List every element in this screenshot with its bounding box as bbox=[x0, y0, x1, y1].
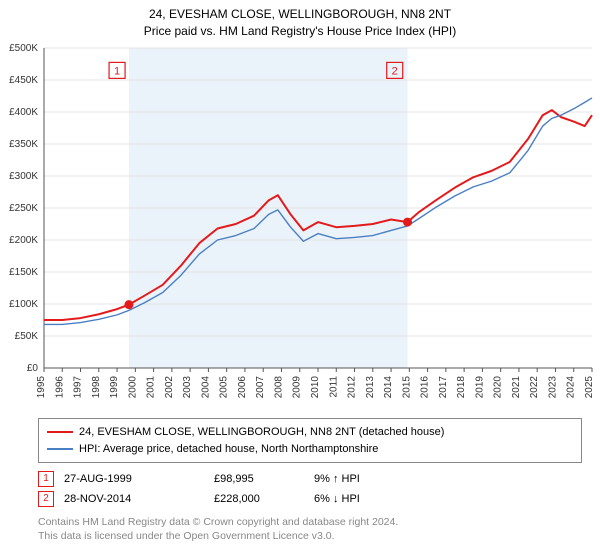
sale-row-2: 2 28-NOV-2014 £228,000 6% ↓ HPI bbox=[38, 489, 582, 509]
svg-text:1998: 1998 bbox=[91, 376, 102, 399]
svg-text:2019: 2019 bbox=[474, 376, 485, 399]
svg-text:2000: 2000 bbox=[127, 376, 138, 399]
sale-date-2: 28-NOV-2014 bbox=[64, 493, 214, 505]
svg-text:2008: 2008 bbox=[273, 376, 284, 399]
licence-text: Contains HM Land Registry data © Crown c… bbox=[38, 515, 582, 543]
title-line-2: Price paid vs. HM Land Registry's House … bbox=[0, 23, 600, 40]
svg-text:2023: 2023 bbox=[547, 376, 558, 399]
svg-text:2001: 2001 bbox=[146, 376, 157, 399]
svg-text:2024: 2024 bbox=[566, 376, 577, 399]
svg-text:2021: 2021 bbox=[511, 376, 522, 399]
svg-text:2012: 2012 bbox=[347, 376, 358, 399]
svg-text:2002: 2002 bbox=[164, 376, 175, 399]
legend-row-1: 24, EVESHAM CLOSE, WELLINGBOROUGH, NN8 2… bbox=[47, 424, 573, 441]
svg-text:2017: 2017 bbox=[438, 376, 449, 399]
svg-text:2007: 2007 bbox=[255, 376, 266, 399]
svg-text:£100K: £100K bbox=[9, 299, 38, 310]
svg-text:2: 2 bbox=[392, 65, 398, 77]
svg-text:1999: 1999 bbox=[109, 376, 120, 399]
legend-row-2: HPI: Average price, detached house, Nort… bbox=[47, 441, 573, 458]
footer-block: 24, EVESHAM CLOSE, WELLINGBOROUGH, NN8 2… bbox=[38, 418, 582, 543]
svg-text:2025: 2025 bbox=[584, 376, 595, 399]
svg-text:£300K: £300K bbox=[9, 171, 38, 182]
svg-text:2016: 2016 bbox=[420, 376, 431, 399]
svg-text:£0: £0 bbox=[27, 363, 39, 374]
legend-box: 24, EVESHAM CLOSE, WELLINGBOROUGH, NN8 2… bbox=[38, 418, 582, 463]
svg-text:£450K: £450K bbox=[9, 75, 38, 86]
svg-text:2006: 2006 bbox=[237, 376, 248, 399]
sale-marker-1: 1 bbox=[38, 471, 54, 487]
chart-title: 24, EVESHAM CLOSE, WELLINGBOROUGH, NN8 2… bbox=[0, 0, 600, 40]
svg-text:£350K: £350K bbox=[9, 139, 38, 150]
sale-pct-2: 6% ↓ HPI bbox=[314, 493, 434, 505]
svg-text:£400K: £400K bbox=[9, 107, 38, 118]
legend-swatch-2 bbox=[47, 448, 73, 450]
svg-text:£250K: £250K bbox=[9, 203, 38, 214]
svg-text:1996: 1996 bbox=[54, 376, 65, 399]
svg-text:1997: 1997 bbox=[73, 376, 84, 399]
licence-line-2: This data is licensed under the Open Gov… bbox=[38, 529, 582, 543]
svg-text:2003: 2003 bbox=[182, 376, 193, 399]
legend-swatch-1 bbox=[47, 431, 73, 433]
legend-label-1: 24, EVESHAM CLOSE, WELLINGBOROUGH, NN8 2… bbox=[79, 424, 444, 441]
licence-line-1: Contains HM Land Registry data © Crown c… bbox=[38, 515, 582, 529]
svg-text:1: 1 bbox=[114, 65, 120, 77]
svg-text:2010: 2010 bbox=[310, 376, 321, 399]
svg-text:£50K: £50K bbox=[15, 331, 39, 342]
sale-price-2: £228,000 bbox=[214, 493, 314, 505]
sale-date-1: 27-AUG-1999 bbox=[64, 473, 214, 485]
svg-text:2013: 2013 bbox=[365, 376, 376, 399]
sale-pct-1: 9% ↑ HPI bbox=[314, 473, 434, 485]
svg-text:2022: 2022 bbox=[529, 376, 540, 399]
svg-text:2005: 2005 bbox=[219, 376, 230, 399]
chart-area: £0 £50K £100K £150K £200K £250K £300K £350K £400… bbox=[0, 42, 600, 412]
svg-text:2018: 2018 bbox=[456, 376, 467, 399]
svg-text:2011: 2011 bbox=[328, 376, 339, 398]
legend-label-2: HPI: Average price, detached house, Nort… bbox=[79, 441, 378, 458]
svg-text:2014: 2014 bbox=[383, 376, 394, 399]
svg-text:2020: 2020 bbox=[493, 376, 504, 399]
line-chart-svg: £0 £50K £100K £150K £200K £250K £300K £350K £400… bbox=[0, 42, 600, 412]
svg-text:2015: 2015 bbox=[401, 376, 412, 399]
svg-text:£150K: £150K bbox=[9, 267, 38, 278]
svg-text:2009: 2009 bbox=[292, 376, 303, 399]
title-line-1: 24, EVESHAM CLOSE, WELLINGBOROUGH, NN8 2… bbox=[0, 6, 600, 23]
svg-text:1995: 1995 bbox=[36, 376, 47, 399]
sale-row-1: 1 27-AUG-1999 £98,995 9% ↑ HPI bbox=[38, 469, 582, 489]
sale-marker-2: 2 bbox=[38, 491, 54, 507]
svg-text:£200K: £200K bbox=[9, 235, 38, 246]
sale-price-1: £98,995 bbox=[214, 473, 314, 485]
svg-text:2004: 2004 bbox=[200, 376, 211, 399]
svg-text:£500K: £500K bbox=[9, 43, 38, 54]
